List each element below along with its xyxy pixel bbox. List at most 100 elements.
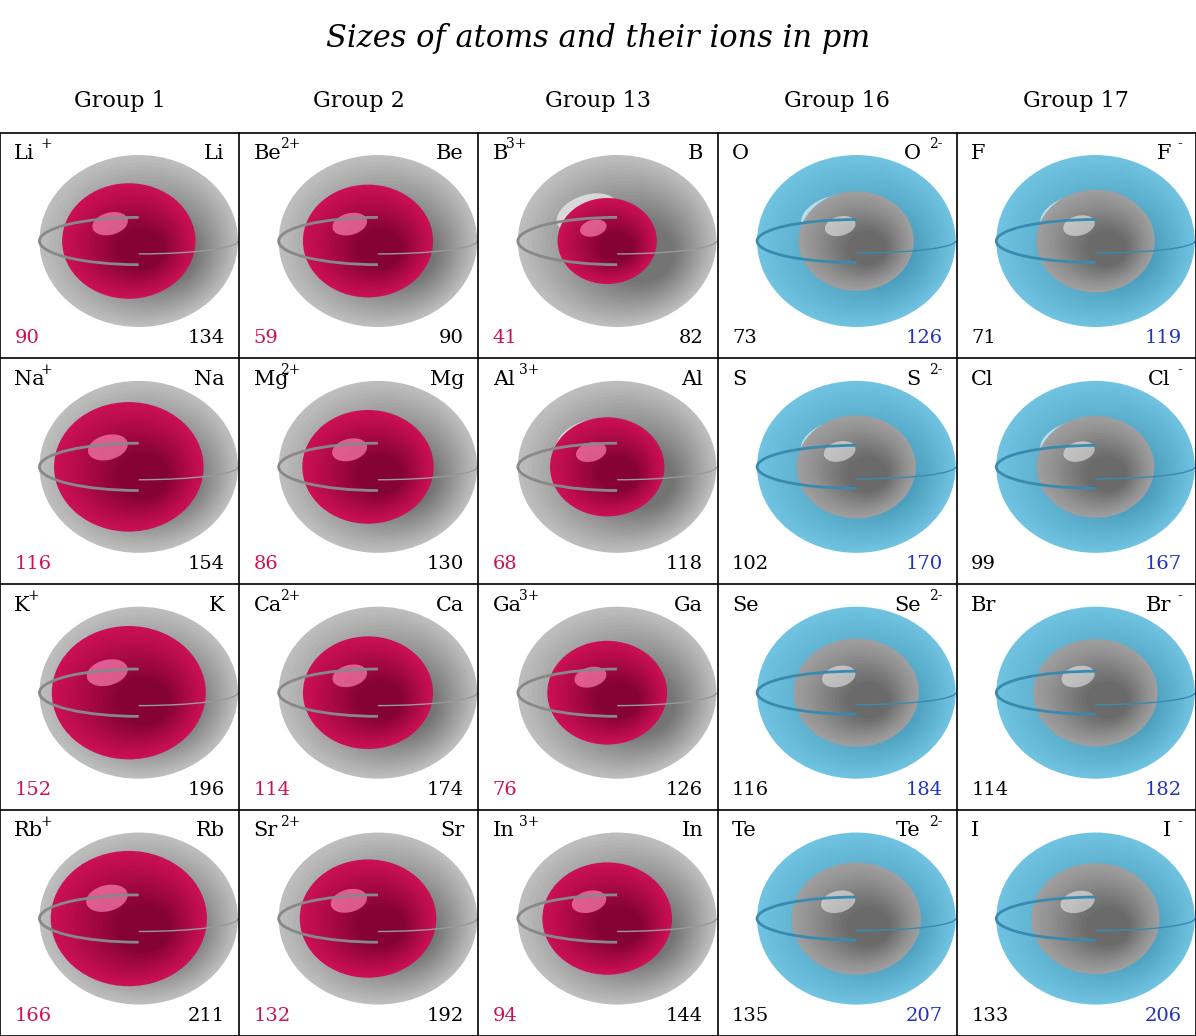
Circle shape bbox=[591, 677, 643, 722]
Ellipse shape bbox=[801, 195, 862, 235]
Circle shape bbox=[838, 900, 895, 950]
Circle shape bbox=[340, 202, 448, 296]
Ellipse shape bbox=[79, 194, 140, 234]
Circle shape bbox=[110, 662, 205, 743]
Circle shape bbox=[111, 900, 173, 954]
Circle shape bbox=[332, 886, 419, 960]
Ellipse shape bbox=[822, 665, 855, 688]
Circle shape bbox=[837, 218, 917, 287]
Circle shape bbox=[1067, 662, 1161, 743]
Circle shape bbox=[996, 833, 1195, 1005]
Circle shape bbox=[86, 418, 215, 529]
Circle shape bbox=[1086, 225, 1153, 282]
Circle shape bbox=[581, 218, 643, 271]
Circle shape bbox=[598, 682, 639, 718]
Circle shape bbox=[349, 899, 409, 952]
Text: 116: 116 bbox=[14, 555, 51, 573]
Circle shape bbox=[112, 450, 171, 500]
Circle shape bbox=[342, 217, 411, 277]
Circle shape bbox=[587, 223, 640, 268]
Text: 167: 167 bbox=[1145, 555, 1182, 573]
Circle shape bbox=[557, 198, 657, 284]
Text: 211: 211 bbox=[188, 1007, 225, 1025]
Circle shape bbox=[330, 421, 452, 527]
Text: 3+: 3+ bbox=[506, 137, 526, 151]
Ellipse shape bbox=[331, 889, 367, 913]
Ellipse shape bbox=[576, 442, 606, 462]
Circle shape bbox=[359, 443, 439, 513]
Text: S: S bbox=[907, 370, 921, 388]
Circle shape bbox=[91, 872, 213, 979]
Circle shape bbox=[836, 448, 895, 497]
Circle shape bbox=[39, 833, 238, 1005]
Circle shape bbox=[847, 225, 914, 282]
Ellipse shape bbox=[574, 667, 606, 688]
Circle shape bbox=[349, 888, 444, 969]
Circle shape bbox=[51, 626, 206, 759]
Text: 73: 73 bbox=[732, 329, 757, 347]
Text: Be: Be bbox=[437, 144, 464, 163]
Ellipse shape bbox=[557, 420, 618, 460]
Circle shape bbox=[368, 451, 435, 508]
Circle shape bbox=[581, 442, 647, 500]
Circle shape bbox=[108, 671, 175, 730]
Circle shape bbox=[573, 661, 653, 731]
Circle shape bbox=[797, 415, 916, 518]
Ellipse shape bbox=[580, 220, 606, 237]
Circle shape bbox=[358, 229, 403, 268]
Circle shape bbox=[86, 869, 215, 981]
Circle shape bbox=[84, 877, 189, 969]
Circle shape bbox=[115, 665, 202, 741]
Circle shape bbox=[843, 454, 890, 494]
Text: 102: 102 bbox=[732, 555, 769, 573]
Circle shape bbox=[829, 441, 898, 501]
Circle shape bbox=[835, 672, 896, 725]
Circle shape bbox=[846, 906, 891, 946]
Ellipse shape bbox=[820, 890, 855, 913]
Circle shape bbox=[108, 447, 173, 503]
Circle shape bbox=[830, 217, 897, 275]
Circle shape bbox=[518, 155, 716, 327]
Circle shape bbox=[584, 884, 685, 972]
Text: 2+: 2+ bbox=[280, 363, 300, 377]
Circle shape bbox=[354, 439, 441, 515]
Circle shape bbox=[91, 195, 213, 301]
Circle shape bbox=[1037, 415, 1154, 518]
Ellipse shape bbox=[1061, 891, 1094, 913]
Text: 130: 130 bbox=[427, 555, 464, 573]
Circle shape bbox=[1070, 894, 1139, 954]
Circle shape bbox=[598, 669, 678, 739]
Circle shape bbox=[1076, 669, 1157, 739]
Circle shape bbox=[842, 672, 915, 737]
Circle shape bbox=[105, 432, 207, 520]
Circle shape bbox=[100, 202, 209, 296]
Ellipse shape bbox=[1041, 421, 1102, 461]
Circle shape bbox=[303, 636, 433, 749]
Text: 154: 154 bbox=[188, 555, 225, 573]
Circle shape bbox=[757, 607, 956, 779]
Circle shape bbox=[588, 888, 683, 969]
Circle shape bbox=[1078, 900, 1134, 950]
Circle shape bbox=[837, 895, 917, 965]
Circle shape bbox=[349, 674, 407, 724]
Circle shape bbox=[117, 454, 169, 498]
Text: +: + bbox=[28, 588, 39, 603]
Circle shape bbox=[847, 902, 914, 959]
Text: 2-: 2- bbox=[929, 363, 942, 377]
Circle shape bbox=[300, 860, 437, 978]
Circle shape bbox=[597, 230, 635, 263]
Circle shape bbox=[340, 880, 448, 974]
Circle shape bbox=[50, 851, 207, 986]
Circle shape bbox=[593, 439, 681, 515]
Circle shape bbox=[354, 678, 405, 722]
Circle shape bbox=[115, 439, 202, 515]
Text: 41: 41 bbox=[493, 329, 518, 347]
Circle shape bbox=[1086, 451, 1153, 508]
Circle shape bbox=[1072, 665, 1159, 741]
Circle shape bbox=[828, 888, 922, 969]
Circle shape bbox=[1033, 639, 1158, 747]
Ellipse shape bbox=[86, 885, 128, 912]
Ellipse shape bbox=[79, 645, 140, 686]
Circle shape bbox=[842, 447, 915, 511]
Text: Group 17: Group 17 bbox=[1024, 90, 1129, 112]
